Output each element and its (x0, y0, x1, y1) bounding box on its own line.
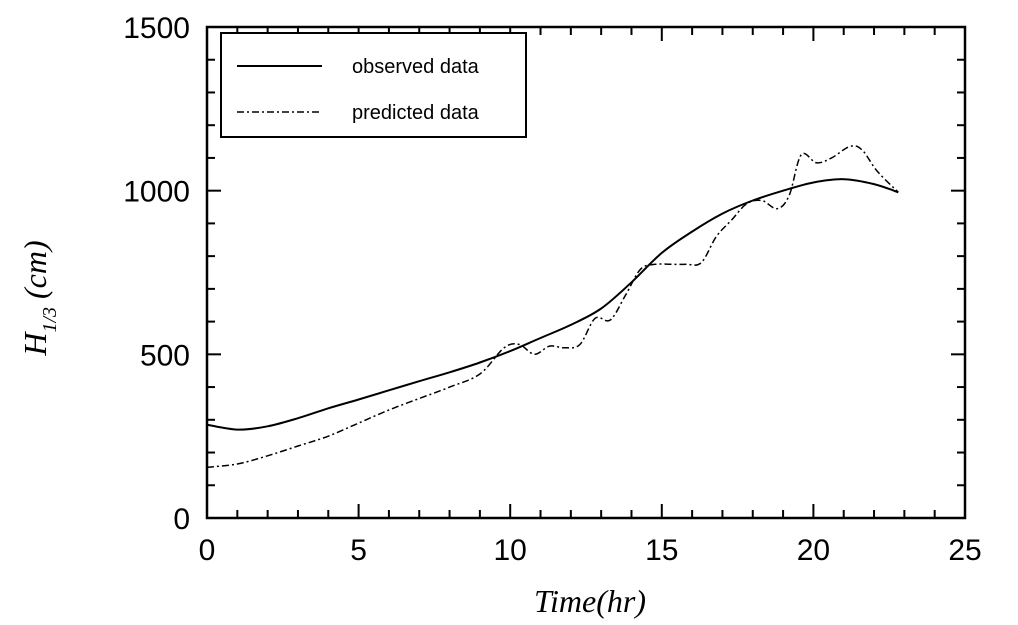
tick-labels: 0 5 10 15 20 25 0 500 1000 1500 (123, 12, 981, 567)
series-group (206, 145, 899, 469)
y-tick-label: 1000 (123, 176, 190, 209)
x-tick-label: 5 (350, 534, 367, 567)
x-tick-label: 20 (797, 534, 830, 567)
series-line-observed (206, 178, 899, 431)
y-tick-label: 1500 (123, 12, 190, 45)
x-axis-label: Time(hr) (534, 583, 646, 619)
legend-box (220, 32, 527, 138)
legend: observed data predicted data (220, 32, 527, 138)
y-tick-label: 0 (173, 503, 190, 536)
plot-frame (205, 25, 967, 520)
y-axis-label: H1/3 (cm) (17, 240, 61, 356)
series-line-predicted (206, 145, 899, 469)
x-tick-label: 10 (494, 534, 527, 567)
legend-label-observed: observed data (352, 56, 480, 78)
x-tick-label: 0 (199, 534, 216, 567)
x-tick-label: 15 (645, 534, 678, 567)
y-axis-label-unit: (cm) (17, 240, 53, 307)
x-tick-label: 25 (948, 534, 981, 567)
legend-label-predicted: predicted data (352, 102, 480, 124)
y-axis-label-main: H (17, 331, 53, 357)
y-tick-label: 500 (140, 339, 190, 372)
y-axis-label-sub: 1/3 (39, 307, 61, 333)
